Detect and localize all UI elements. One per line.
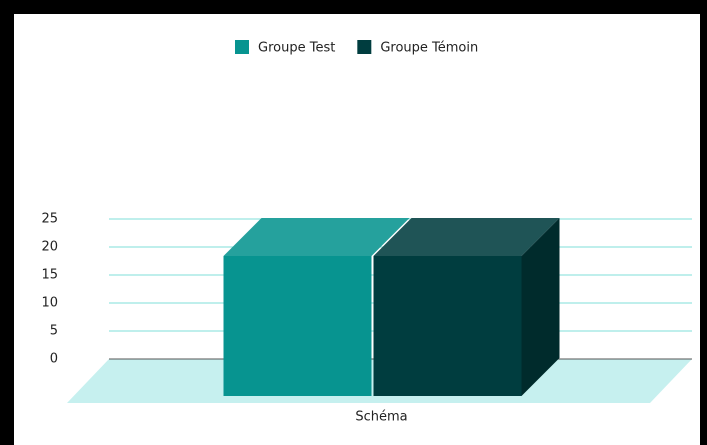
y-tick-label: 0 xyxy=(50,352,58,367)
bar-front xyxy=(373,256,522,396)
bar-side xyxy=(521,218,560,396)
bar xyxy=(373,218,560,396)
bar-top xyxy=(373,218,560,256)
y-tick-label: 10 xyxy=(41,296,58,311)
bar-front xyxy=(223,256,372,396)
y-tick-label: 5 xyxy=(50,324,58,339)
legend-label: Groupe Test xyxy=(258,41,335,56)
y-tick-label: 25 xyxy=(41,212,58,227)
legend-label: Groupe Témoin xyxy=(380,41,478,56)
y-tick-label: 15 xyxy=(41,268,58,283)
bar xyxy=(223,218,410,396)
y-tick-label: 20 xyxy=(41,240,58,255)
x-tick-label: Schéma xyxy=(355,410,407,425)
bar-top xyxy=(223,218,410,256)
legend-swatch xyxy=(357,40,372,54)
legend-swatch xyxy=(235,40,249,54)
